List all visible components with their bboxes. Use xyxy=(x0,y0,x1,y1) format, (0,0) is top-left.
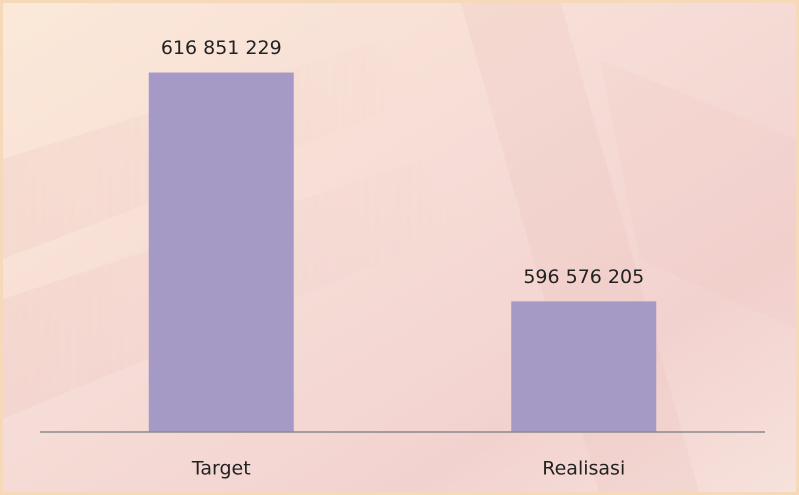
x-tick-label: Target xyxy=(191,458,251,480)
bar xyxy=(511,301,657,432)
x-tick-label: Realisasi xyxy=(542,458,625,480)
bar xyxy=(148,72,294,432)
value-label: 596 576 205 xyxy=(523,266,644,288)
value-label: 616 851 229 xyxy=(161,37,282,59)
